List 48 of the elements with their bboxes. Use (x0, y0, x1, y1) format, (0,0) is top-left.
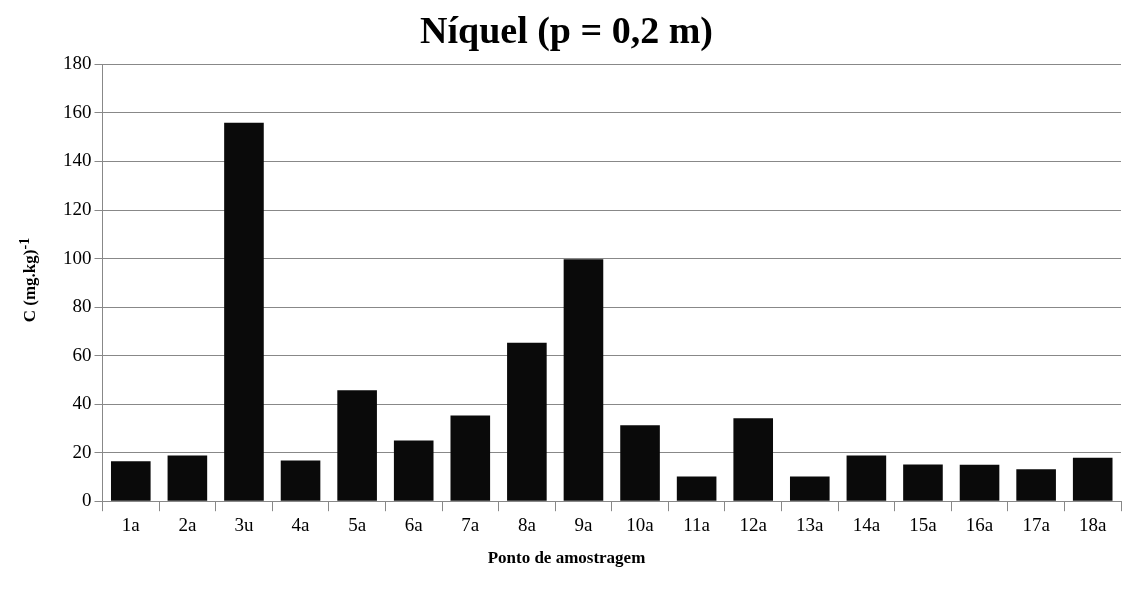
bar (393, 440, 434, 501)
bar (903, 464, 943, 501)
bar (337, 390, 377, 501)
x-tick-label: 1a (121, 513, 141, 535)
y-tick-label: 40 (72, 392, 92, 414)
chart-title: Níquel (p = 0,2 m) (419, 8, 714, 52)
bar (280, 460, 321, 501)
x-tick-label: 16a (965, 513, 994, 535)
x-tick-label: 6a (404, 513, 424, 535)
bar (620, 425, 660, 501)
x-tick-label: 8a (517, 513, 537, 535)
x-tick-label: 5a (348, 513, 367, 535)
bar (450, 415, 491, 501)
bar (507, 342, 547, 501)
x-tick-label: 9a (574, 513, 593, 535)
x-tick-label: 17a (1022, 513, 1051, 535)
y-tick-label: 0 (82, 489, 92, 511)
bar (846, 455, 887, 501)
bar (110, 461, 151, 501)
x-tick-label: 12a (739, 513, 768, 535)
x-tick-label: 2a (178, 513, 197, 535)
x-tick-label: 3u (234, 513, 254, 535)
y-tick-label: 80 (72, 295, 92, 317)
bar (959, 464, 1000, 501)
x-tick-label: 14a (852, 513, 881, 535)
x-tick-label: 15a (909, 513, 938, 535)
bar (1072, 457, 1113, 501)
bar (789, 476, 830, 501)
x-tick-label: 10a (626, 513, 655, 535)
bar (1016, 469, 1056, 501)
bar (676, 476, 717, 501)
bar (167, 455, 208, 501)
y-tick-label: 140 (63, 149, 92, 171)
bar (733, 418, 774, 501)
y-tick-label: 180 (63, 52, 92, 74)
x-tick-label: 18a (1078, 513, 1107, 535)
x-tick-label: 4a (291, 513, 311, 535)
y-tick-label: 120 (63, 197, 92, 219)
bar (563, 259, 604, 501)
y-tick-label: 100 (63, 246, 92, 268)
y-tick-label: 60 (72, 343, 92, 365)
x-axis-title: Ponto de amostragem (486, 548, 647, 568)
y-tick-label: 160 (63, 100, 92, 122)
x-tick-label: 7a (461, 513, 480, 535)
x-tick-label: 13a (796, 513, 825, 535)
bar (224, 122, 264, 501)
x-tick-label: 11a (683, 513, 711, 535)
y-tick-label: 20 (72, 440, 92, 462)
